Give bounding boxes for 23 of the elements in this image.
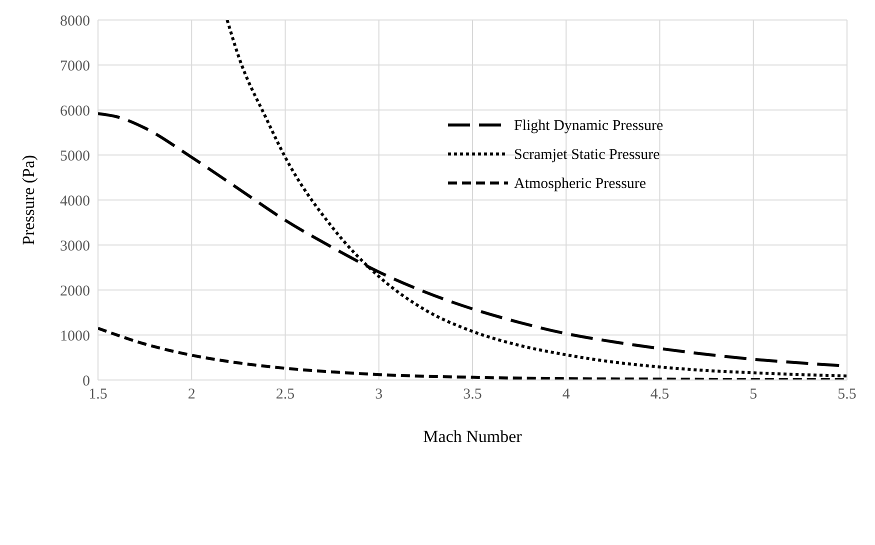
- legend-label: Atmospheric Pressure: [514, 176, 648, 193]
- x-tick-label: 4.5: [650, 386, 670, 403]
- x-axis-title: Mach Number: [423, 427, 522, 446]
- legend-label: Scramjet Static Pressure: [514, 147, 661, 164]
- y-tick-label: 4000: [60, 193, 90, 210]
- y-tick-label: 7000: [60, 58, 90, 74]
- y-tick-label: 8000: [60, 13, 90, 30]
- x-tick-label: 5.5: [838, 386, 856, 403]
- y-tick-label: 1000: [60, 328, 90, 344]
- x-tick-label: 2: [188, 386, 196, 403]
- y-tick-label: 0: [82, 373, 90, 390]
- y-tick-label: 5000: [60, 148, 90, 164]
- x-tick-label: 3: [375, 386, 383, 403]
- y-axis-title: Pressure (Pa): [19, 154, 38, 246]
- x-tick-label: 2.5: [276, 386, 295, 403]
- legend-label: Flight Dynamic Pressure: [514, 118, 664, 135]
- x-tick-label: 3.5: [463, 386, 482, 403]
- x-tick-label: 1.5: [88, 386, 108, 403]
- y-tick-label: 6000: [60, 103, 90, 120]
- y-tick-label: 3000: [60, 238, 90, 254]
- y-tick-label: 2000: [60, 283, 90, 300]
- x-tick-label: 4: [562, 386, 570, 403]
- x-tick-label: 5: [750, 386, 758, 403]
